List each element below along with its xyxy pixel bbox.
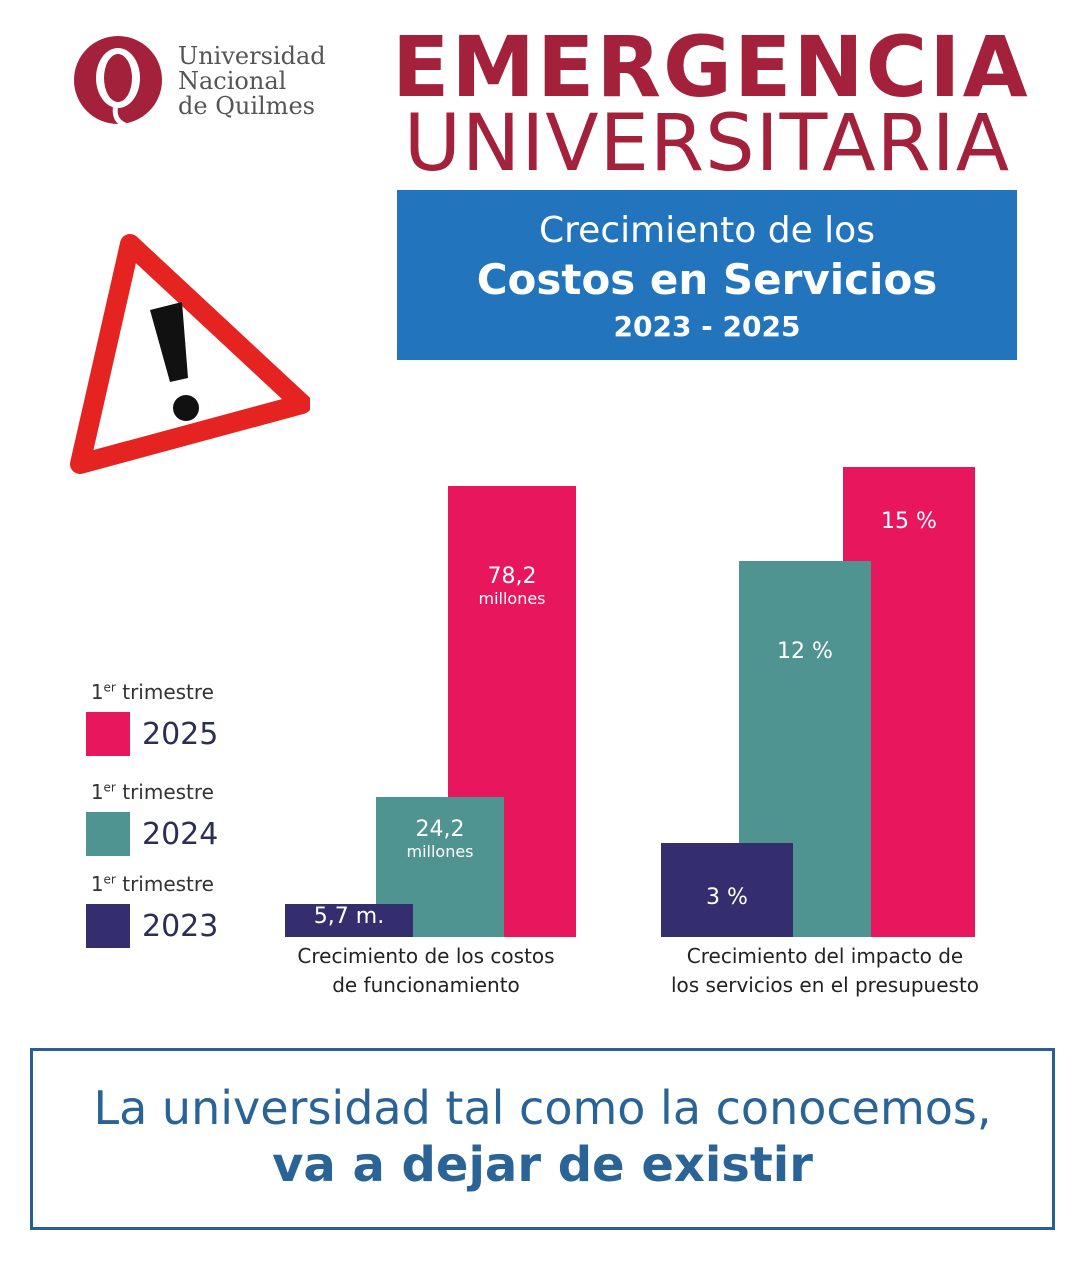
legend-item-2025: 1er trimestre 2025 — [86, 680, 226, 756]
bar-value-label: 24,2 — [415, 817, 465, 842]
legend-item-2024: 1er trimestre 2024 — [86, 780, 226, 856]
group-label-line: los servicios en el presupuesto — [670, 973, 980, 997]
group-label-line: Crecimiento del impacto de — [686, 944, 964, 968]
bar-value-label: 12 % — [777, 639, 833, 664]
bar-unit-label: millones — [406, 842, 474, 861]
university-logo-icon — [74, 36, 162, 129]
group-label: Crecimiento de los costos de funcionamien… — [270, 942, 582, 1000]
logo-line: Nacional — [178, 67, 287, 95]
legend-year: 2025 — [142, 716, 219, 752]
legend-caption: 1er trimestre — [90, 680, 214, 704]
bar-value-label: 5,7 m. — [313, 904, 385, 929]
bar-value-label: 78,2 — [487, 564, 537, 589]
group-label: Crecimiento del impacto de los servicios … — [640, 942, 1010, 1000]
banner-line-2: Costos en Servicios — [476, 255, 938, 304]
title-line-1: EMERGENCIA — [392, 18, 1030, 116]
title-line-2: UNIVERSITARIA — [403, 99, 1011, 189]
legend-swatch — [86, 904, 130, 948]
legend-year: 2024 — [142, 816, 219, 852]
footer-line-2: va a dejar de existir — [272, 1137, 813, 1193]
bar-value-label: 3 % — [706, 885, 748, 910]
bar-2023: 3 % — [661, 843, 793, 937]
footer-line-1: La universidad tal como la conocemos, — [93, 1081, 992, 1135]
legend-year: 2023 — [142, 908, 219, 944]
legend-swatch — [86, 812, 130, 856]
legend-caption: 1er trimestre — [90, 872, 214, 896]
group-label-line: Crecimiento de los costos — [297, 944, 555, 968]
footer-message-box: La universidad tal como la conocemos, va… — [30, 1048, 1055, 1230]
logo-line: de Quilmes — [178, 92, 315, 120]
warning-icon — [70, 234, 310, 474]
bar-unit-label: millones — [478, 589, 546, 608]
subtitle-banner: Crecimiento de los Costos en Servicios 2… — [397, 190, 1017, 360]
legend-swatch — [86, 712, 130, 756]
university-name: Universidad Nacional de Quilmes — [178, 44, 326, 119]
banner-years: 2023 - 2025 — [613, 310, 801, 343]
legend-caption: 1er trimestre — [90, 780, 214, 804]
logo-line: Universidad — [178, 42, 326, 70]
group-label-line: de funcionamiento — [332, 973, 520, 997]
bar-value-label: 15 % — [881, 509, 937, 534]
banner-line-1: Crecimiento de los — [539, 210, 875, 251]
bar-2023: 5,7 m. — [285, 904, 413, 937]
legend-item-2023: 1er trimestre 2023 — [86, 872, 226, 948]
